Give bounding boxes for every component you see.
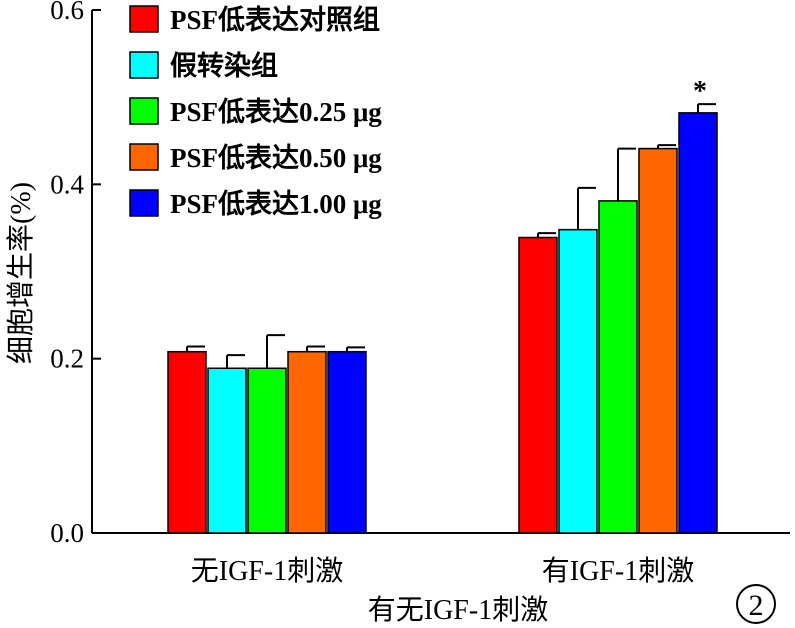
bar <box>327 350 367 534</box>
y-tick-label: 0.4 <box>50 169 84 199</box>
bar <box>518 236 558 534</box>
legend-swatch <box>129 97 159 125</box>
x-axis-title: 有无IGF-1刺激 <box>368 594 548 626</box>
bar <box>207 367 247 534</box>
y-axis-title: 细胞增生率(%) <box>5 182 37 364</box>
annotations: * <box>693 76 707 107</box>
bar <box>167 350 207 534</box>
error-bars <box>186 103 716 369</box>
legend-swatch <box>129 189 159 217</box>
bar <box>598 200 638 534</box>
legend-label: PSF低表达1.00 μg <box>170 189 382 219</box>
x-category-label: 无IGF-1刺激 <box>191 555 343 587</box>
y-tick-label: 0.0 <box>50 518 84 548</box>
bar <box>638 147 678 534</box>
y-tick-label: 0.6 <box>50 0 84 25</box>
legend-swatch <box>129 143 159 171</box>
bar <box>678 112 718 534</box>
legend-label: PSF低表达对照组 <box>170 4 380 35</box>
category-labels: 无IGF-1刺激 有IGF-1刺激 <box>191 555 694 587</box>
legend-label: 假转染组 <box>170 50 278 81</box>
bar <box>247 367 287 534</box>
y-tick-label: 0.2 <box>50 344 84 374</box>
bar <box>558 228 598 534</box>
legend-label: PSF低表达0.50 μg <box>170 143 382 173</box>
legend-swatch <box>129 5 159 33</box>
y-axis-ticks: 0.0 0.2 0.4 0.6 <box>50 0 101 548</box>
figure-number: 2 <box>736 584 776 624</box>
x-category-label: 有IGF-1刺激 <box>542 555 694 587</box>
legend-swatch <box>129 51 159 79</box>
bar <box>287 350 327 534</box>
bars <box>167 112 718 534</box>
legend-label: PSF低表达0.25 μg <box>170 97 382 127</box>
significance-marker: * <box>693 76 707 107</box>
figure-number-circle <box>736 584 776 624</box>
figure-number-text: 2 <box>749 589 764 622</box>
